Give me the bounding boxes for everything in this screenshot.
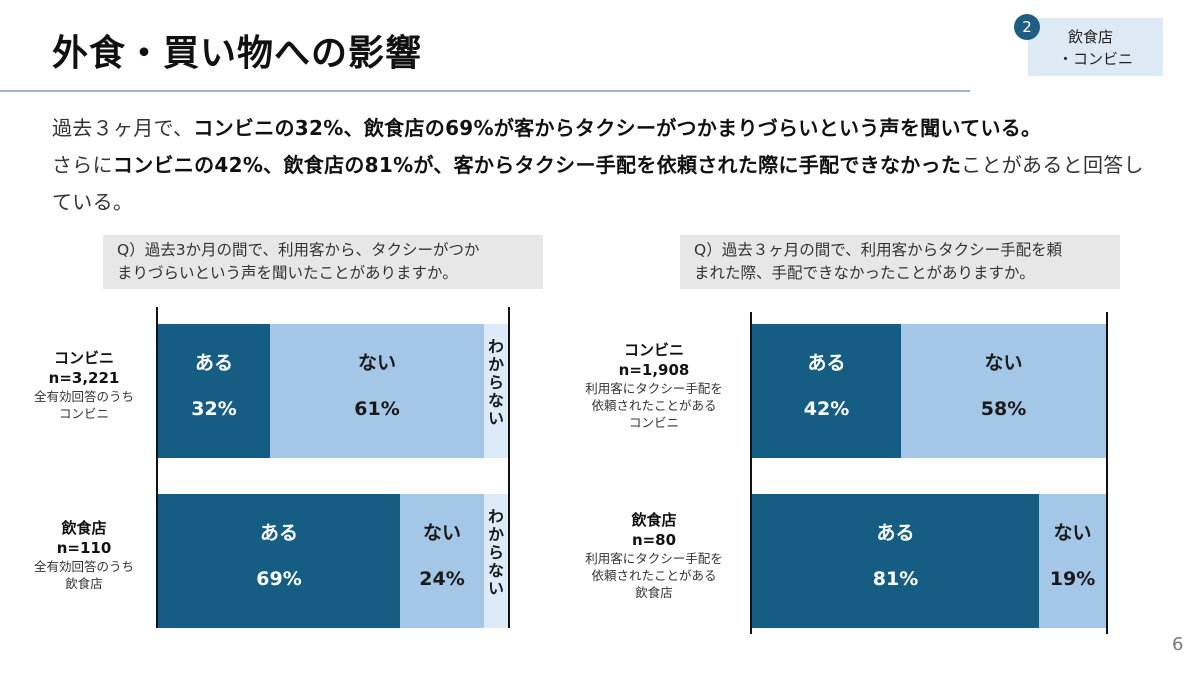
bar-segment-no: ない 58% [901, 324, 1106, 458]
section-tag [1028, 18, 1163, 76]
segment-label-vertical: わからない [485, 508, 504, 598]
segment-label: ない [422, 522, 461, 544]
bar-segment-no: ない 19% [1039, 494, 1106, 628]
question-box: Q）過去３ヶ月の間で、利用客からタクシー手配を頼 まれた際、手配できなかったことが… [680, 235, 1120, 289]
category-label: コンビニ n=1,908 利用客にタクシー手配を 依頼されたことがある コンビニ [574, 340, 734, 431]
lead-text-2: コンビニの32%、飲食店の69%が客からタクシーがつかまりづらいという声を聞いて… [193, 116, 1042, 140]
data-label: 42% [803, 398, 850, 420]
bar-segment-yes: ある 42% [752, 324, 901, 458]
category-name: 飲食店 [631, 511, 677, 529]
data-label: 58% [980, 398, 1027, 420]
question-line-1: Q）過去３ヶ月の間で、利用客からタクシー手配を頼 [694, 241, 1063, 259]
category-note-line-2: 飲食店 [65, 576, 103, 591]
lead-text-1: 過去３ヶ月で、 [52, 116, 194, 140]
axis-line-right [508, 307, 510, 628]
category-note-line-1: 利用客にタクシー手配を [585, 551, 723, 566]
data-label: 24% [419, 568, 465, 590]
segment-label: ない [357, 352, 396, 374]
title-divider [0, 90, 970, 92]
data-label: 61% [354, 398, 400, 420]
axis-line-left [750, 312, 752, 634]
lead-paragraph: 過去３ヶ月で、コンビニの32%、飲食店の69%が客からタクシーがつかまりづらいと… [52, 110, 1162, 221]
category-label: 飲食店 n=80 利用客にタクシー手配を 依頼されたことがある 飲食店 [574, 510, 734, 601]
segment-label: ある [876, 522, 915, 544]
category-note-line-1: 全有効回答のうち [33, 389, 134, 404]
section-tag-line2: ・コンビニ [1058, 50, 1134, 68]
category-note-line-2: 依頼されたことがある [591, 398, 717, 413]
bar-segment-yes: ある 81% [752, 494, 1039, 628]
lead-text-3: さらに [52, 153, 113, 177]
segment-label: ない [984, 352, 1023, 374]
category-note-line-1: 利用客にタクシー手配を [585, 381, 723, 396]
bar-segment-yes: ある 69% [158, 494, 400, 628]
category-note-line-2: 依頼されたことがある [591, 568, 717, 583]
bar-segment-no: ない 61% [270, 324, 484, 458]
segment-label: ある [807, 352, 846, 374]
category-name: コンビニ [623, 341, 684, 359]
question-line-2: まりづらいという声を聞いたことがありますか。 [117, 264, 458, 282]
bar-segment-yes: ある 32% [158, 324, 270, 458]
question-line-2: まれた際、手配できなかったことがありますか。 [694, 264, 1035, 282]
segment-label: ある [259, 522, 298, 544]
data-label: 81% [872, 568, 919, 590]
axis-line-right [1106, 312, 1108, 634]
page-number: 6 [1172, 634, 1184, 655]
segment-label: ない [1053, 522, 1092, 544]
question-box: Q）過去3か月の間で、利用客から、タクシーがつか まりづらいという声を聞いたことが… [103, 235, 543, 289]
category-note-line-1: 全有効回答のうち [33, 559, 134, 574]
sample-size: n=80 [631, 531, 677, 549]
category-name: コンビニ [53, 349, 114, 367]
category-note-line-3: 飲食店 [635, 585, 673, 600]
bar-segment-unknown: わからない [484, 494, 508, 628]
page-title: 外食・買い物への影響 [52, 33, 423, 74]
sample-size: n=1,908 [618, 361, 690, 379]
bar-segment-unknown: わからない [484, 324, 508, 458]
section-number-badge: 2 [1014, 14, 1040, 40]
category-label: コンビニ n=3,221 全有効回答のうち コンビニ [4, 348, 164, 422]
data-label: 32% [191, 398, 237, 420]
category-label: 飲食店 n=110 全有効回答のうち 飲食店 [4, 518, 164, 592]
data-label: 19% [1049, 568, 1096, 590]
question-line-1: Q）過去3か月の間で、利用客から、タクシーがつか [117, 241, 480, 259]
sample-size: n=3,221 [48, 369, 120, 387]
lead-text-5: ことがあると回答している。 [52, 153, 1144, 214]
category-note-line-2: コンビニ [58, 406, 109, 421]
bar-segment-no: ない 24% [400, 494, 484, 628]
lead-text-4: コンビニの42%、飲食店の81%が、客からタクシー手配を依頼された際に手配できな… [112, 153, 962, 177]
segment-label: ある [194, 352, 233, 374]
category-name: 飲食店 [61, 519, 107, 537]
segment-label-vertical: わからない [485, 338, 504, 428]
axis-line-left [156, 307, 158, 628]
sample-size: n=110 [56, 539, 112, 557]
category-note-line-3: コンビニ [628, 415, 679, 430]
section-tag-line1: 飲食店 [1068, 28, 1114, 46]
data-label: 69% [256, 568, 302, 590]
